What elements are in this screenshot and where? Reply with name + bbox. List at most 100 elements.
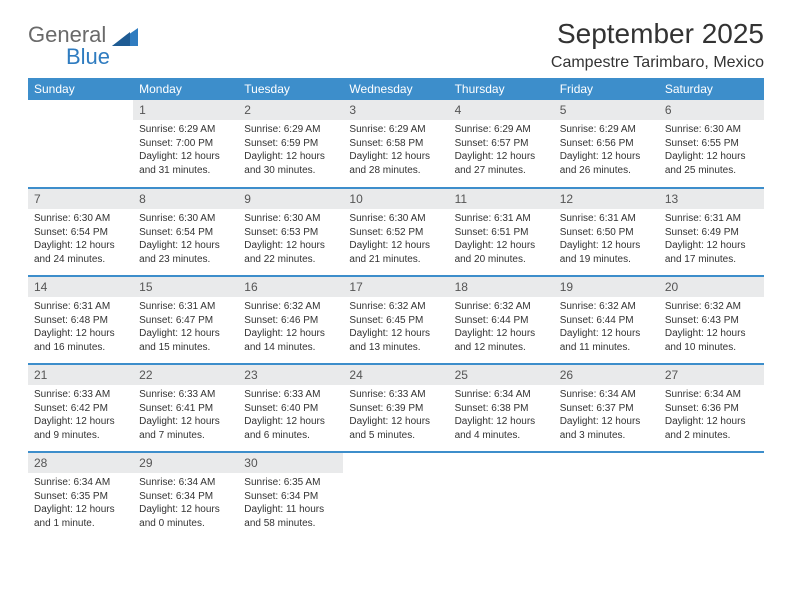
day-number: 10	[343, 189, 448, 209]
day-number: 4	[449, 100, 554, 120]
sunset-text: Sunset: 6:49 PM	[665, 226, 758, 240]
day-number: 1	[133, 100, 238, 120]
day-body: Sunrise: 6:29 AMSunset: 7:00 PMDaylight:…	[133, 120, 238, 180]
day-number: 21	[28, 365, 133, 385]
day-body: Sunrise: 6:31 AMSunset: 6:49 PMDaylight:…	[659, 209, 764, 269]
daylight-text: Daylight: 12 hours and 1 minute.	[34, 503, 127, 530]
calendar-cell	[659, 452, 764, 540]
calendar-cell	[28, 100, 133, 188]
dayhead-monday: Monday	[133, 78, 238, 100]
sunset-text: Sunset: 6:45 PM	[349, 314, 442, 328]
day-body: Sunrise: 6:33 AMSunset: 6:42 PMDaylight:…	[28, 385, 133, 445]
calendar-cell: 21Sunrise: 6:33 AMSunset: 6:42 PMDayligh…	[28, 364, 133, 452]
sunrise-text: Sunrise: 6:30 AM	[139, 212, 232, 226]
day-body: Sunrise: 6:32 AMSunset: 6:46 PMDaylight:…	[238, 297, 343, 357]
sunset-text: Sunset: 6:50 PM	[560, 226, 653, 240]
daylight-text: Daylight: 12 hours and 12 minutes.	[455, 327, 548, 354]
day-number: 22	[133, 365, 238, 385]
daylight-text: Daylight: 12 hours and 20 minutes.	[455, 239, 548, 266]
day-body: Sunrise: 6:29 AMSunset: 6:58 PMDaylight:…	[343, 120, 448, 180]
daylight-text: Daylight: 12 hours and 21 minutes.	[349, 239, 442, 266]
calendar-cell: 13Sunrise: 6:31 AMSunset: 6:49 PMDayligh…	[659, 188, 764, 276]
sunrise-text: Sunrise: 6:29 AM	[560, 123, 653, 137]
calendar-cell: 14Sunrise: 6:31 AMSunset: 6:48 PMDayligh…	[28, 276, 133, 364]
sunset-text: Sunset: 6:39 PM	[349, 402, 442, 416]
daylight-text: Daylight: 12 hours and 10 minutes.	[665, 327, 758, 354]
calendar-week-row: 14Sunrise: 6:31 AMSunset: 6:48 PMDayligh…	[28, 276, 764, 364]
day-body: Sunrise: 6:30 AMSunset: 6:52 PMDaylight:…	[343, 209, 448, 269]
sunrise-text: Sunrise: 6:32 AM	[244, 300, 337, 314]
sunrise-text: Sunrise: 6:30 AM	[665, 123, 758, 137]
sunset-text: Sunset: 6:59 PM	[244, 137, 337, 151]
day-number: 17	[343, 277, 448, 297]
calendar-cell: 23Sunrise: 6:33 AMSunset: 6:40 PMDayligh…	[238, 364, 343, 452]
day-number: 25	[449, 365, 554, 385]
day-number: 5	[554, 100, 659, 120]
sunrise-text: Sunrise: 6:30 AM	[244, 212, 337, 226]
daylight-text: Daylight: 12 hours and 9 minutes.	[34, 415, 127, 442]
day-body: Sunrise: 6:32 AMSunset: 6:45 PMDaylight:…	[343, 297, 448, 357]
sunrise-text: Sunrise: 6:32 AM	[349, 300, 442, 314]
calendar-cell: 7Sunrise: 6:30 AMSunset: 6:54 PMDaylight…	[28, 188, 133, 276]
sunrise-text: Sunrise: 6:31 AM	[139, 300, 232, 314]
day-body: Sunrise: 6:35 AMSunset: 6:34 PMDaylight:…	[238, 473, 343, 533]
calendar-cell: 24Sunrise: 6:33 AMSunset: 6:39 PMDayligh…	[343, 364, 448, 452]
calendar-cell: 11Sunrise: 6:31 AMSunset: 6:51 PMDayligh…	[449, 188, 554, 276]
sunset-text: Sunset: 6:54 PM	[34, 226, 127, 240]
sunset-text: Sunset: 6:34 PM	[244, 490, 337, 504]
day-body: Sunrise: 6:31 AMSunset: 6:47 PMDaylight:…	[133, 297, 238, 357]
sunset-text: Sunset: 6:43 PM	[665, 314, 758, 328]
sunrise-text: Sunrise: 6:29 AM	[349, 123, 442, 137]
day-number: 7	[28, 189, 133, 209]
calendar-cell: 26Sunrise: 6:34 AMSunset: 6:37 PMDayligh…	[554, 364, 659, 452]
daylight-text: Daylight: 12 hours and 24 minutes.	[34, 239, 127, 266]
sunrise-text: Sunrise: 6:32 AM	[455, 300, 548, 314]
calendar-week-row: 28Sunrise: 6:34 AMSunset: 6:35 PMDayligh…	[28, 452, 764, 540]
day-body: Sunrise: 6:31 AMSunset: 6:51 PMDaylight:…	[449, 209, 554, 269]
day-number: 30	[238, 453, 343, 473]
day-body: Sunrise: 6:32 AMSunset: 6:43 PMDaylight:…	[659, 297, 764, 357]
calendar-cell: 4Sunrise: 6:29 AMSunset: 6:57 PMDaylight…	[449, 100, 554, 188]
sunrise-text: Sunrise: 6:32 AM	[560, 300, 653, 314]
calendar-cell: 2Sunrise: 6:29 AMSunset: 6:59 PMDaylight…	[238, 100, 343, 188]
day-body: Sunrise: 6:33 AMSunset: 6:40 PMDaylight:…	[238, 385, 343, 445]
daylight-text: Daylight: 12 hours and 26 minutes.	[560, 150, 653, 177]
daylight-text: Daylight: 12 hours and 6 minutes.	[244, 415, 337, 442]
sunrise-text: Sunrise: 6:29 AM	[455, 123, 548, 137]
location: Campestre Tarimbaro, Mexico	[551, 54, 764, 72]
sunrise-text: Sunrise: 6:29 AM	[139, 123, 232, 137]
sunset-text: Sunset: 6:47 PM	[139, 314, 232, 328]
calendar-cell	[554, 452, 659, 540]
day-number: 23	[238, 365, 343, 385]
daylight-text: Daylight: 12 hours and 28 minutes.	[349, 150, 442, 177]
calendar-cell	[343, 452, 448, 540]
daylight-text: Daylight: 12 hours and 22 minutes.	[244, 239, 337, 266]
day-body: Sunrise: 6:34 AMSunset: 6:35 PMDaylight:…	[28, 473, 133, 533]
daylight-text: Daylight: 12 hours and 14 minutes.	[244, 327, 337, 354]
sunrise-text: Sunrise: 6:34 AM	[455, 388, 548, 402]
day-number: 6	[659, 100, 764, 120]
day-number: 9	[238, 189, 343, 209]
sunset-text: Sunset: 6:44 PM	[560, 314, 653, 328]
calendar-cell: 10Sunrise: 6:30 AMSunset: 6:52 PMDayligh…	[343, 188, 448, 276]
day-body: Sunrise: 6:30 AMSunset: 6:54 PMDaylight:…	[28, 209, 133, 269]
sunrise-text: Sunrise: 6:33 AM	[139, 388, 232, 402]
dayhead-friday: Friday	[554, 78, 659, 100]
sunrise-text: Sunrise: 6:31 AM	[34, 300, 127, 314]
day-number: 24	[343, 365, 448, 385]
day-number: 16	[238, 277, 343, 297]
day-body: Sunrise: 6:34 AMSunset: 6:34 PMDaylight:…	[133, 473, 238, 533]
day-body: Sunrise: 6:32 AMSunset: 6:44 PMDaylight:…	[449, 297, 554, 357]
day-number: 18	[449, 277, 554, 297]
logo-word2: Blue	[66, 44, 110, 69]
sunset-text: Sunset: 6:51 PM	[455, 226, 548, 240]
daylight-text: Daylight: 11 hours and 58 minutes.	[244, 503, 337, 530]
sunset-text: Sunset: 7:00 PM	[139, 137, 232, 151]
sunrise-text: Sunrise: 6:35 AM	[244, 476, 337, 490]
sunrise-text: Sunrise: 6:34 AM	[34, 476, 127, 490]
dayhead-sunday: Sunday	[28, 78, 133, 100]
sunset-text: Sunset: 6:37 PM	[560, 402, 653, 416]
sunrise-text: Sunrise: 6:29 AM	[244, 123, 337, 137]
sunset-text: Sunset: 6:42 PM	[34, 402, 127, 416]
daylight-text: Daylight: 12 hours and 4 minutes.	[455, 415, 548, 442]
